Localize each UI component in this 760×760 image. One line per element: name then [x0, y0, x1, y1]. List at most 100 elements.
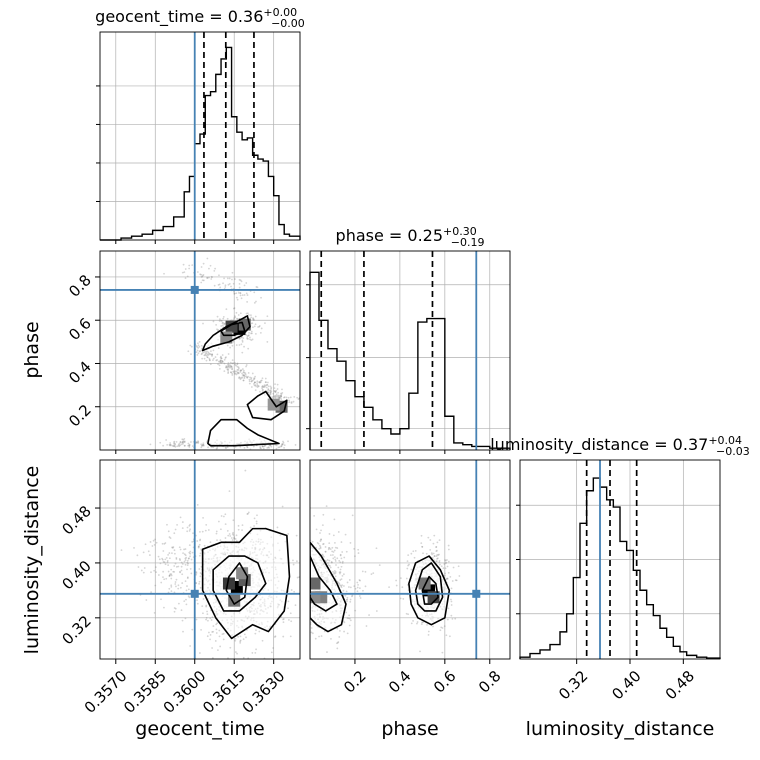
sample-point [173, 441, 176, 444]
sample-point [210, 353, 213, 356]
sample-point [346, 617, 349, 619]
sample-point [153, 611, 156, 614]
sample-point [283, 446, 285, 449]
sample-point [331, 554, 334, 556]
density-cell [310, 577, 321, 590]
sample-point [216, 315, 219, 318]
sample-point [199, 552, 202, 555]
sample-point [257, 326, 259, 328]
sample-point [209, 634, 212, 636]
sample-point [221, 322, 224, 324]
sample-point [209, 264, 212, 267]
sample-point [283, 396, 286, 399]
sample-point [120, 549, 123, 552]
sample-point [184, 617, 187, 620]
sample-point [255, 300, 257, 303]
sample-point [190, 353, 192, 356]
sample-point [186, 559, 189, 562]
sample-point [202, 444, 205, 447]
sample-point [326, 559, 329, 561]
sample-point [280, 395, 283, 397]
sample-point [189, 550, 192, 553]
sample-point [236, 298, 239, 301]
sample-point [212, 320, 215, 323]
sample-point [262, 386, 265, 388]
sample-point [205, 618, 207, 621]
sample-point [212, 359, 214, 362]
sample-point [324, 550, 327, 553]
sample-point [169, 444, 172, 447]
sample-point [200, 443, 203, 446]
sample-point [294, 573, 296, 575]
sample-point [201, 443, 204, 446]
sample-point [155, 571, 158, 574]
sample-point [191, 540, 194, 543]
sample-point [343, 630, 345, 633]
sample-point [201, 357, 204, 360]
sample-point [296, 396, 299, 399]
sample-point [251, 332, 253, 335]
sample-point [322, 555, 325, 558]
sample-point [280, 445, 283, 448]
sample-point [445, 577, 448, 580]
sample-point [338, 636, 341, 638]
sample-point [220, 357, 223, 360]
sample-point [280, 444, 283, 447]
sample-point [163, 606, 165, 609]
sample-point [439, 629, 442, 632]
sample-point [283, 396, 285, 399]
sample-point [247, 375, 249, 378]
sample-point [261, 639, 264, 642]
sample-point [219, 359, 222, 362]
sample-point [302, 590, 304, 592]
sample-point [225, 366, 228, 369]
sample-point [267, 446, 270, 449]
sample-point [238, 282, 241, 285]
sample-point [300, 608, 302, 610]
sample-point [255, 522, 258, 525]
sample-point [163, 542, 166, 545]
sample-point [175, 585, 177, 588]
sample-point [297, 398, 300, 400]
sample-point [246, 312, 249, 315]
sample-point [370, 573, 373, 576]
sample-point [224, 284, 227, 287]
truth-marker [190, 285, 199, 294]
sample-point [431, 557, 434, 559]
sample-point [157, 555, 160, 558]
phase-y-tick-label: 0.4 [65, 358, 95, 388]
sample-point [159, 562, 162, 565]
sample-point [225, 447, 228, 449]
sample-point [219, 360, 222, 363]
sample-point [232, 534, 235, 537]
sample-point [359, 579, 361, 582]
sample-point [274, 394, 276, 397]
sample-point [217, 649, 219, 652]
sample-point [430, 552, 433, 554]
sample-point [292, 556, 294, 558]
sample-point [254, 389, 257, 392]
sample-point [202, 516, 204, 519]
sample-point [175, 440, 178, 443]
contour-line [220, 321, 246, 337]
sample-point [178, 445, 181, 448]
sample-point [220, 319, 222, 322]
sample-point [239, 292, 242, 295]
sample-point [154, 538, 157, 541]
sample-point [183, 553, 186, 556]
sample-point [206, 613, 209, 616]
sample-point [217, 520, 220, 523]
sample-point [327, 564, 330, 566]
sample-point [254, 381, 256, 384]
sample-point [271, 396, 274, 399]
density-cell [238, 318, 251, 331]
sample-point [198, 350, 201, 353]
sample-point [137, 566, 140, 568]
sample-point [358, 587, 361, 590]
sample-point [308, 603, 310, 605]
sample-point [216, 622, 219, 625]
sample-point [331, 546, 334, 549]
sample-point [227, 362, 230, 364]
sample-point [259, 390, 261, 393]
sample-point [338, 629, 341, 632]
